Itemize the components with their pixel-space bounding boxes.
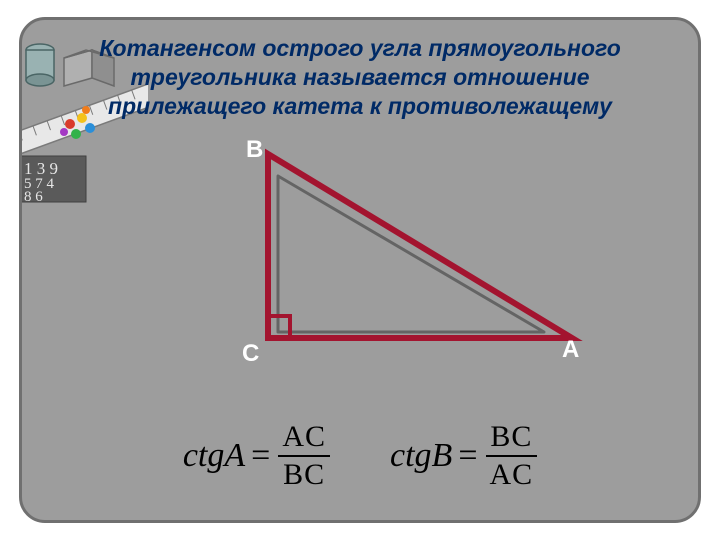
definition-text: Котангенсом острого угла прямоугольного … [99, 35, 621, 119]
svg-text:1 3 9: 1 3 9 [24, 159, 58, 178]
definition-heading: Котангенсом острого угла прямоугольного … [22, 34, 698, 120]
formula-ctg-a: ctgA = AC BC [183, 421, 330, 490]
formula-row: ctgA = AC BC ctgB = BC AC [22, 421, 698, 490]
vertex-label-b: B [246, 136, 263, 164]
equals-sign: = [458, 437, 477, 475]
vertex-label-a: A [562, 336, 579, 364]
formula-ctg-a-lhs: ctgA [183, 437, 245, 475]
triangle-svg [232, 140, 592, 370]
slide-frame: 1 3 9 5 7 4 8 6 Котангенсом острого угла… [19, 17, 701, 523]
triangle-diagram: B C A [232, 140, 592, 370]
fraction-bar [278, 455, 330, 457]
fraction-a: AC BC [278, 421, 330, 490]
fraction-b-num: BC [486, 421, 536, 453]
fraction-b-den: AC [486, 459, 538, 491]
fraction-b: BC AC [486, 421, 538, 490]
svg-text:8 6: 8 6 [24, 189, 43, 205]
formula-ctg-b: ctgB = BC AC [390, 421, 537, 490]
formula-ctg-b-lhs: ctgB [390, 437, 452, 475]
equals-sign: = [251, 437, 270, 475]
fraction-a-den: BC [279, 459, 329, 491]
vertex-label-c: C [242, 340, 259, 368]
fraction-a-num: AC [278, 421, 330, 453]
svg-text:5 7 4: 5 7 4 [24, 176, 55, 192]
fraction-bar [486, 455, 538, 457]
